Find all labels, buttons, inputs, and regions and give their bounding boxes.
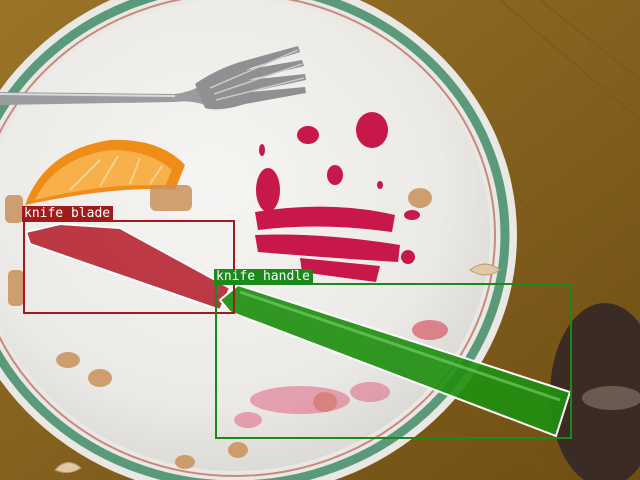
orange-slice [25, 139, 185, 205]
plate-rim-line [0, 0, 496, 477]
sauce-smears [255, 112, 420, 282]
knife-handle-mask [218, 283, 572, 438]
plate-rim-band [0, 0, 510, 480]
knife-handle-shine [239, 290, 561, 402]
knife-handle-label: knife handle [214, 269, 313, 285]
knife-blade-mask [24, 222, 232, 312]
table-grain [479, 0, 640, 480]
knife-handle-bounding-box [215, 283, 572, 439]
sauce-stain-pink [234, 382, 390, 428]
fork [0, 46, 306, 110]
knife-blade-bounding-box [23, 220, 235, 314]
shell-ornament [54, 263, 501, 474]
cup-highlight [582, 386, 640, 410]
knife-blade-label: knife blade [22, 206, 114, 222]
